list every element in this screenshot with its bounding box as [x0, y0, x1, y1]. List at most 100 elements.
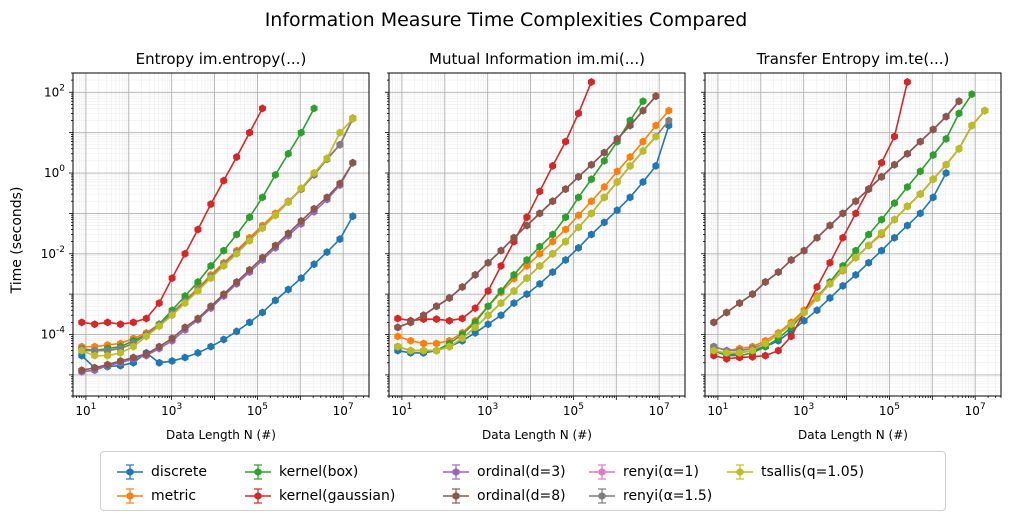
- data-point: [562, 256, 570, 265]
- x-tick-label: 107: [333, 402, 354, 418]
- data-point: [471, 304, 479, 313]
- data-point: [349, 114, 357, 123]
- data-point: [336, 235, 344, 244]
- y-axis-label: Time (seconds): [9, 187, 25, 295]
- data-point: [549, 268, 557, 277]
- data-point: [336, 179, 344, 188]
- data-point: [168, 334, 176, 343]
- data-point: [246, 236, 254, 245]
- data-point: [433, 315, 440, 324]
- data-point: [104, 346, 112, 355]
- subplot-1: 101 103 105 107 10-4 10-2 100 102 Entropy im.ent…: [41, 50, 370, 442]
- data-point: [839, 233, 847, 242]
- data-point: [207, 200, 215, 209]
- data-point: [562, 213, 570, 222]
- data-point: [78, 346, 86, 355]
- data-point: [407, 318, 415, 327]
- data-point: [761, 277, 769, 286]
- data-point: [723, 308, 731, 317]
- data-point: [168, 357, 176, 366]
- data-point: [394, 342, 402, 351]
- data-point: [194, 314, 202, 323]
- data-point: [349, 158, 357, 167]
- data-point: [587, 197, 595, 206]
- y-tick-label: 10-4: [41, 326, 66, 342]
- data-point: [562, 137, 570, 146]
- data-point: [78, 351, 86, 360]
- data-point: [433, 339, 440, 348]
- data-point: [761, 339, 769, 348]
- data-point: [761, 351, 769, 360]
- data-point: [233, 230, 241, 239]
- legend-item: ordinal(d=8): [443, 485, 566, 507]
- data-point: [916, 167, 924, 176]
- data-point: [484, 286, 492, 295]
- data-point: [104, 351, 112, 360]
- data-point: [117, 348, 124, 357]
- data-point: [575, 223, 582, 232]
- data-point: [878, 158, 886, 167]
- data-point: [652, 161, 660, 170]
- data-point: [736, 348, 744, 357]
- data-point: [639, 147, 647, 156]
- major-grid: [73, 73, 369, 396]
- subplot-title: Entropy im.entropy(...): [136, 50, 307, 68]
- data-point: [129, 342, 137, 351]
- data-point: [600, 148, 608, 157]
- x-tick-label: 103: [161, 402, 182, 418]
- series-tsallis(q=1.05): [394, 132, 660, 355]
- data-point: [587, 77, 595, 86]
- data-point: [639, 177, 647, 186]
- x-tick-label: 105: [879, 402, 900, 418]
- legend-marker: [589, 488, 615, 504]
- data-point: [284, 285, 292, 294]
- x-axis-label: Data Length N (#): [166, 428, 276, 442]
- data-point: [613, 177, 621, 186]
- data-point: [336, 128, 344, 137]
- data-point: [523, 261, 531, 270]
- data-point: [394, 314, 402, 323]
- legend-item: kernel(box): [245, 461, 358, 483]
- x-tick-label: 105: [563, 402, 584, 418]
- data-point: [865, 185, 873, 194]
- data-point: [207, 261, 215, 270]
- data-point: [562, 225, 570, 234]
- data-point: [181, 291, 189, 300]
- data-point: [549, 237, 557, 246]
- data-point: [510, 286, 518, 295]
- data-point: [878, 228, 886, 237]
- data-point: [787, 332, 795, 341]
- series-line: [81, 162, 354, 372]
- data-point: [549, 230, 557, 239]
- data-point: [271, 170, 279, 179]
- x-tick-label: 103: [793, 402, 814, 418]
- data-point: [575, 243, 582, 252]
- data-point: [271, 296, 279, 305]
- series-line: [81, 162, 354, 373]
- series-tsallis(q=1.05): [710, 106, 989, 357]
- data-point: [826, 294, 834, 303]
- data-point: [259, 104, 266, 113]
- data-point: [839, 281, 847, 290]
- data-point: [497, 246, 505, 255]
- data-point: [852, 209, 860, 218]
- legend-marker: [117, 488, 143, 504]
- data-point: [865, 258, 873, 267]
- data-point: [155, 322, 163, 331]
- data-point: [916, 137, 924, 146]
- data-point: [394, 332, 402, 341]
- data-point: [259, 253, 266, 262]
- x-tick-label: 107: [965, 402, 986, 418]
- legend-label: kernel(gaussian): [279, 488, 396, 504]
- data-point: [349, 212, 357, 221]
- data-point: [91, 346, 99, 355]
- minor-grid: [705, 73, 1001, 396]
- series-line: [81, 118, 354, 352]
- data-point: [587, 160, 595, 169]
- data-point: [284, 149, 292, 158]
- data-point: [194, 348, 202, 357]
- subplot-3: 101 103 105 107 Transfer Entropy im.te(...) D…: [701, 50, 1002, 442]
- series-line: [713, 81, 909, 360]
- data-point: [826, 279, 834, 288]
- data-point: [852, 270, 860, 279]
